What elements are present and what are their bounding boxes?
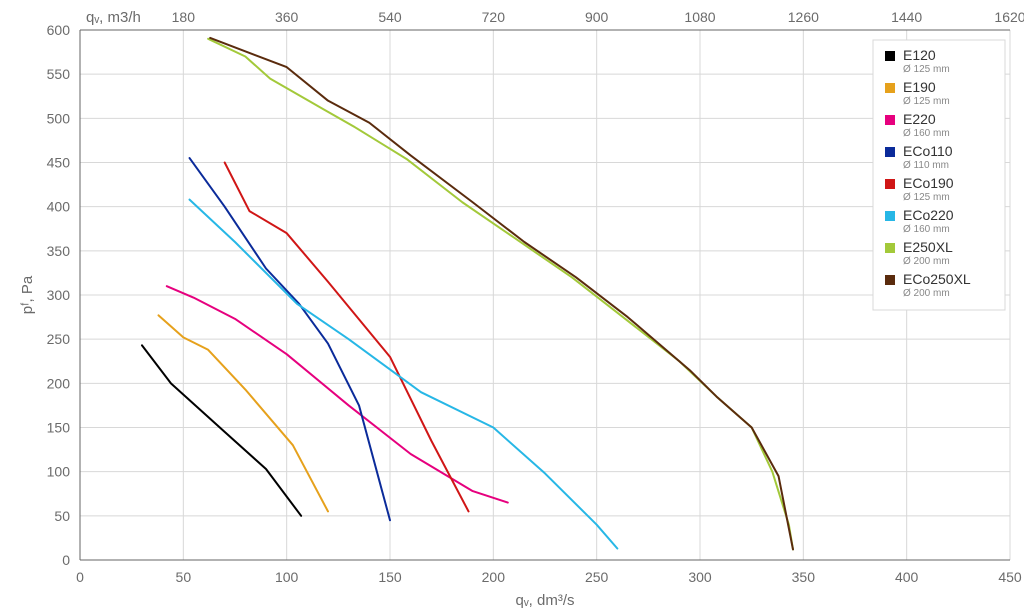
x-top-tick: 720 <box>482 9 506 25</box>
x-bottom-tick: 200 <box>482 569 506 585</box>
legend-sub: Ø 125 mm <box>903 64 950 75</box>
x-bottom-tick: 0 <box>76 569 84 585</box>
legend-name: E220 <box>903 111 936 127</box>
fan-performance-chart: 0 50 100 150 200 250 300 350 400 450 0 50 100 150 200 2… <box>0 0 1024 608</box>
y-tick: 0 <box>62 552 70 568</box>
x-bottom-tick: 100 <box>275 569 299 585</box>
y-tick: 150 <box>47 420 71 436</box>
y-label: pᶠ, Pa <box>19 275 36 314</box>
y-tick: 250 <box>47 331 71 347</box>
legend-name: E190 <box>903 79 936 95</box>
x-bottom-tick: 450 <box>998 569 1022 585</box>
legend-swatch <box>885 51 895 61</box>
y-tick: 100 <box>47 464 71 480</box>
legend-swatch <box>885 243 895 253</box>
x-bottom-label: qᵥ, dm³/s <box>516 592 575 608</box>
legend-sub: Ø 200 mm <box>903 288 950 299</box>
x-bottom-tick: 300 <box>688 569 712 585</box>
legend-name: ECo190 <box>903 175 954 191</box>
y-tick: 500 <box>47 110 71 126</box>
x-top-tick: 1620 <box>994 9 1024 25</box>
legend-name: E120 <box>903 47 936 63</box>
legend-name: ECo250XL <box>903 271 971 287</box>
x-bottom-tick: 350 <box>792 569 816 585</box>
legend-name: ECo110 <box>903 143 953 159</box>
y-tick: 450 <box>47 155 71 171</box>
x-top-label: qᵥ, m3/h <box>86 9 141 26</box>
legend-swatch <box>885 179 895 189</box>
x-top-tick: 900 <box>585 9 609 25</box>
legend-name: E250XL <box>903 239 953 255</box>
y-tick: 200 <box>47 375 71 391</box>
legend-sub: Ø 125 mm <box>903 96 950 107</box>
x-top-tick: 1080 <box>684 9 715 25</box>
x-top-tick: 540 <box>378 9 402 25</box>
legend-swatch <box>885 147 895 157</box>
legend-swatch <box>885 115 895 125</box>
x-top-tick: 1260 <box>788 9 819 25</box>
y-tick: 350 <box>47 243 71 259</box>
x-bottom-tick: 400 <box>895 569 919 585</box>
y-tick: 50 <box>54 508 70 524</box>
legend-swatch <box>885 211 895 221</box>
x-top-tick: 180 <box>172 9 196 25</box>
x-bottom-tick: 150 <box>378 569 402 585</box>
legend-sub: Ø 125 mm <box>903 192 950 203</box>
legend-sub: Ø 200 mm <box>903 256 950 267</box>
chart-svg: 0 50 100 150 200 250 300 350 400 450 0 50 100 150 200 2… <box>0 0 1024 608</box>
x-bottom-tick: 50 <box>176 569 192 585</box>
y-tick: 400 <box>47 199 71 215</box>
legend-swatch <box>885 83 895 93</box>
legend-sub: Ø 160 mm <box>903 128 950 139</box>
x-top-tick: 360 <box>275 9 299 25</box>
y-tick: 600 <box>47 22 71 38</box>
x-bottom-tick: 250 <box>585 569 609 585</box>
legend-sub: Ø 160 mm <box>903 224 950 235</box>
y-tick: 300 <box>47 287 71 303</box>
legend-swatch <box>885 275 895 285</box>
legend-name: ECo220 <box>903 207 954 223</box>
y-tick: 550 <box>47 66 71 82</box>
legend-sub: Ø 110 mm <box>903 160 949 171</box>
x-top-tick: 1440 <box>891 9 922 25</box>
